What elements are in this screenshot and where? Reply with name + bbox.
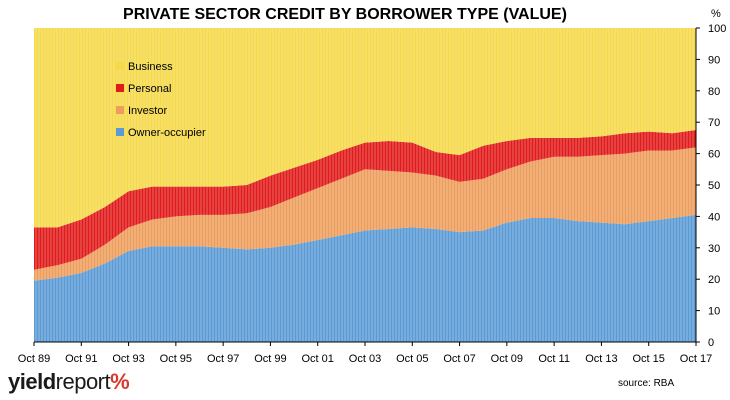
x-tick-label: Oct 03 [349,353,381,365]
logo-percent: % [110,369,130,394]
y-tick-label: 100 [708,23,726,35]
area-investor [34,147,696,281]
y-tick-label: 40 [708,211,720,223]
legend-label: Personal [128,83,171,95]
legend-label: Business [128,61,173,73]
y-axis-unit-label: % [711,8,721,20]
legend-swatch [116,128,124,136]
logo-part-2: report [55,369,111,394]
x-tick-label: Oct 13 [585,353,617,365]
x-tick-label: Oct 07 [443,353,475,365]
logo-part-1: yield [8,369,56,394]
y-tick-label: 10 [708,306,720,318]
chart-title: PRIVATE SECTOR CREDIT BY BORROWER TYPE (… [123,6,567,23]
y-tick-label: 90 [708,54,720,66]
x-tick-label: Oct 89 [18,353,50,365]
x-tick-label: Oct 09 [491,353,523,365]
x-tick-label: Oct 11 [538,353,570,365]
legend-swatch [116,84,124,92]
x-tick-label: Oct 05 [396,353,428,365]
legend-swatch [116,106,124,114]
y-tick-label: 50 [708,180,720,192]
y-tick-label: 70 [708,117,720,129]
x-tick-label: Oct 93 [112,353,144,365]
y-tick-label: 60 [708,149,720,161]
y-tick-label: 20 [708,274,720,286]
area-personal [34,130,696,270]
legend-label: Investor [128,105,167,117]
legend-swatch [116,62,124,70]
y-tick-label: 0 [708,337,714,349]
column-texture [35,28,694,342]
x-tick-label: Oct 97 [207,353,239,365]
x-tick-label: Oct 01 [302,353,334,365]
yieldreport-logo: yieldreport% [8,369,130,395]
x-tick-label: Oct 17 [680,353,712,365]
x-tick-label: Oct 99 [254,353,286,365]
area-business [34,28,696,228]
y-tick-label: 30 [708,243,720,255]
legend-label: Owner-occupier [128,127,206,139]
x-tick-label: Oct 15 [633,353,665,365]
source-note: source: RBA [618,378,675,389]
y-tick-label: 80 [708,86,720,98]
area-owner-occupier [34,214,696,342]
x-tick-label: Oct 95 [160,353,192,365]
x-tick-label: Oct 91 [65,353,97,365]
